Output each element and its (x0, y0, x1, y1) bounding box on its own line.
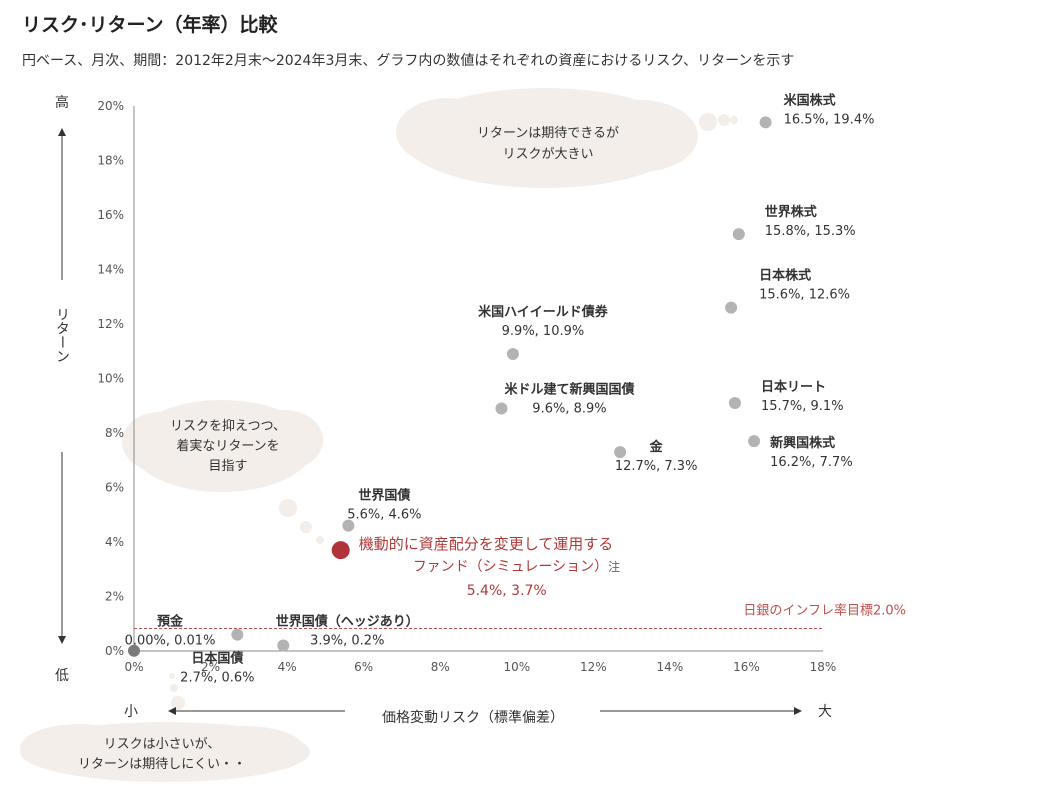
point-name-label: 日本株式 (759, 268, 811, 284)
fund-name-line2-text: ファンド（シミュレーション） (413, 559, 608, 575)
y-axis-low-label: 低 (55, 668, 69, 684)
data-point (759, 116, 772, 129)
point-name-label: 世界国債 (358, 488, 410, 504)
point-name-label: 預金 (157, 614, 184, 630)
bubble-left-line3: 目指す (208, 459, 247, 474)
y-axis-title: リターン (54, 307, 70, 363)
point-name-label: 米ドル建て新興国国債 (504, 381, 634, 397)
data-point (342, 519, 355, 532)
point-value-label: 5.6%, 4.6% (347, 508, 421, 523)
data-points (128, 116, 772, 657)
point-value-label: 15.8%, 15.3% (765, 224, 856, 239)
point-name-label: 日本リート (761, 379, 826, 395)
point-name-label: 日本国債 (191, 651, 243, 667)
page-subtitle: 円ベース、月次、期間：2012年2月末～2024年3月末、グラフ内の数値はそれぞ… (22, 53, 795, 69)
y-tick-label: 12% (97, 317, 124, 331)
inflation-target-label: 日銀のインフレ率目標2.0% (743, 603, 906, 619)
bubble-bottom-line2: リターンは期待しにくい・・ (78, 757, 246, 772)
point-value-label: 0.00%, 0.01% (125, 634, 216, 649)
bubble-bottom-line1: リスクは小さいが、 (104, 737, 221, 752)
y-tick-label: 4% (105, 535, 124, 549)
point-name-label: 米国株式 (784, 92, 836, 108)
x-axis-title: 価格変動リスク（標準偏差） (382, 709, 564, 726)
point-value-label: 2.7%, 0.6% (180, 671, 254, 686)
data-point (614, 446, 627, 459)
x-tick-label: 0% (124, 660, 143, 674)
x-tick-labels: 0% 2% 4% 6% 8% 10% 12% 14% 16% 18% (124, 660, 836, 674)
data-point (728, 397, 741, 410)
point-value-label: 9.9%, 10.9% (502, 324, 585, 339)
bubble-top: リターンは期待できるが リスクが大きい (396, 88, 738, 188)
fund-note: 注 (608, 559, 620, 574)
data-point (748, 435, 761, 448)
point-value-label: 16.5%, 19.4% (784, 112, 875, 127)
data-point (506, 347, 519, 360)
y-tick-label: 0% (105, 644, 124, 658)
x-tick-label: 4% (278, 660, 297, 674)
x-tick-label: 18% (810, 660, 837, 674)
fund-name-line1: 機動的に資産配分を変更して運用する (359, 535, 614, 553)
x-tick-label: 8% (431, 660, 450, 674)
data-point (231, 628, 244, 641)
y-tick-label: 16% (97, 208, 124, 222)
point-name-label: 新興国株式 (770, 435, 835, 451)
bubble-left-line1: リスクを抑えつつ、 (170, 419, 286, 434)
data-point (725, 301, 738, 314)
page-title: リスク･リターン（年率）比較 (22, 14, 278, 36)
x-tick-label: 10% (503, 660, 530, 674)
bubble-top-line1: リターンは期待できるが (477, 126, 619, 141)
point-value-label: 16.2%, 7.7% (770, 455, 853, 470)
point-name-label: 世界国債（ヘッジあり） (276, 614, 419, 630)
point-value-label: 15.6%, 12.6% (759, 288, 850, 303)
bubble-left-line2: 着実なリターンを (176, 438, 279, 454)
bubble-bottom: リスクは小さいが、 リターンは期待しにくい・・ (20, 673, 310, 782)
y-axis-high-label: 高 (55, 94, 69, 111)
y-tick-labels: 0% 2% 4% 6% 8% 10% 12% 14% 16% 18% 20% (97, 99, 124, 658)
fund-name-line2: ファンド（シミュレーション）注 (413, 559, 620, 575)
fund-point (331, 541, 350, 560)
x-axis-small-label: 小 (124, 704, 138, 720)
point-value-label: 15.7%, 9.1% (761, 399, 844, 414)
data-point (732, 228, 745, 241)
y-tick-label: 10% (97, 372, 124, 386)
point-value-label: 9.6%, 8.9% (532, 401, 606, 416)
point-value-label: 3.9%, 0.2% (310, 634, 384, 649)
x-tick-label: 6% (354, 660, 373, 674)
y-tick-label: 20% (97, 99, 124, 113)
x-tick-label: 14% (657, 660, 684, 674)
y-tick-label: 14% (97, 263, 124, 277)
x-tick-label: 2% (201, 660, 220, 674)
y-tick-label: 18% (97, 154, 124, 168)
y-tick-label: 8% (105, 426, 124, 440)
y-tick-label: 2% (105, 590, 124, 604)
data-point (495, 402, 508, 415)
x-tick-label: 16% (733, 660, 760, 674)
data-point-labels: 米国株式 16.5%, 19.4% 世界株式 15.8%, 15.3% 日本株式 15.6… (125, 92, 875, 685)
point-name-label: 米国ハイイールド債券 (478, 304, 609, 320)
point-value-label: 12.7%, 7.3% (615, 459, 698, 474)
point-name-label: 世界株式 (765, 204, 817, 220)
bubble-left: リスクを抑えつつ、 着実なリターンを 目指す (122, 400, 324, 544)
data-point (277, 639, 290, 652)
x-tick-label: 12% (580, 660, 607, 674)
bubble-top-line2: リスクが大きい (502, 147, 593, 162)
point-name-label: 金 (649, 439, 664, 455)
y-tick-label: 6% (105, 481, 124, 495)
x-axis-large-label: 大 (818, 704, 832, 720)
fund-value-label: 5.4%, 3.7% (467, 583, 547, 599)
data-point (128, 644, 140, 657)
